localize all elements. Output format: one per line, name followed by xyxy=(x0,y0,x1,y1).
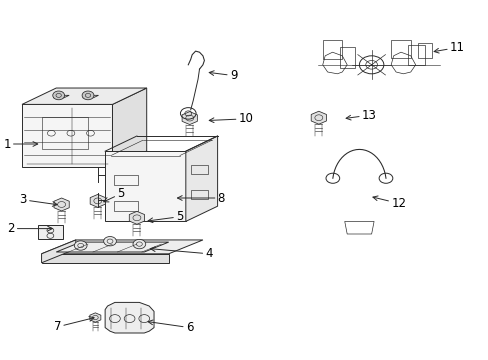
Text: 2: 2 xyxy=(7,222,52,235)
Text: 6: 6 xyxy=(148,320,193,334)
Polygon shape xyxy=(41,254,168,263)
Polygon shape xyxy=(54,198,69,211)
Polygon shape xyxy=(22,88,146,104)
Polygon shape xyxy=(129,211,144,224)
Text: 12: 12 xyxy=(372,196,406,210)
Polygon shape xyxy=(310,111,326,124)
Polygon shape xyxy=(105,151,185,221)
Circle shape xyxy=(103,237,116,246)
Polygon shape xyxy=(38,225,62,239)
Circle shape xyxy=(82,91,94,100)
Circle shape xyxy=(74,241,87,250)
Text: 1: 1 xyxy=(3,138,38,150)
Polygon shape xyxy=(41,240,76,263)
Polygon shape xyxy=(105,302,154,333)
Polygon shape xyxy=(90,313,101,322)
Polygon shape xyxy=(56,242,168,252)
Polygon shape xyxy=(185,136,217,221)
Polygon shape xyxy=(41,240,203,254)
Text: 7: 7 xyxy=(54,316,94,333)
Text: 11: 11 xyxy=(433,41,464,54)
Polygon shape xyxy=(90,194,105,207)
Text: 3: 3 xyxy=(20,193,57,206)
Text: 4: 4 xyxy=(150,247,212,260)
Polygon shape xyxy=(22,104,112,167)
Text: 9: 9 xyxy=(209,69,237,82)
Polygon shape xyxy=(82,95,98,98)
Polygon shape xyxy=(53,95,69,98)
Text: 8: 8 xyxy=(177,192,224,204)
Polygon shape xyxy=(112,88,146,167)
Text: 10: 10 xyxy=(209,112,253,125)
Bar xyxy=(41,117,88,149)
Text: 5: 5 xyxy=(103,187,124,202)
Circle shape xyxy=(53,91,64,100)
Polygon shape xyxy=(182,112,197,125)
Circle shape xyxy=(133,239,145,249)
Text: 13: 13 xyxy=(346,109,376,122)
Text: 5: 5 xyxy=(148,210,183,223)
